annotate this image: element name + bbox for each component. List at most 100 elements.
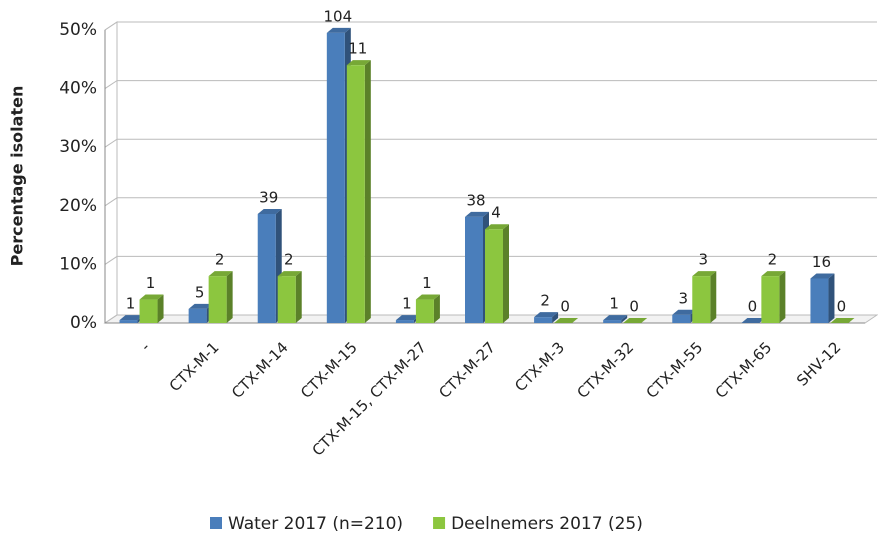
data-label: 39 xyxy=(259,189,278,207)
data-label: 1 xyxy=(609,295,619,313)
bar-side xyxy=(503,224,509,323)
bar-side xyxy=(433,294,440,323)
bar-top xyxy=(810,273,835,279)
bar-top xyxy=(395,315,420,321)
bar-top xyxy=(830,318,855,323)
x-tick-label: CTX-M-14 xyxy=(228,338,292,402)
bar-top xyxy=(277,271,302,277)
bar-top xyxy=(741,318,766,323)
bar xyxy=(139,299,158,323)
x-tick-label: CTX-M-3 xyxy=(511,338,568,395)
bar-side xyxy=(295,271,302,323)
grid-line xyxy=(104,21,877,31)
data-label: 16 xyxy=(812,253,831,271)
bar-top xyxy=(326,27,351,33)
bar-top xyxy=(672,309,697,315)
y-tick-label: 10% xyxy=(59,254,97,274)
bar-top xyxy=(346,60,371,66)
data-label: 0 xyxy=(629,298,639,316)
data-label: 2 xyxy=(540,292,550,310)
bar xyxy=(485,229,503,323)
bar xyxy=(257,214,276,323)
bar-top xyxy=(465,211,489,217)
bar-top xyxy=(139,294,164,300)
y-tick-label: 20% xyxy=(59,196,97,216)
data-label: 1 xyxy=(126,295,136,313)
y-tick-label: 0% xyxy=(70,313,97,333)
bar xyxy=(188,308,207,323)
bar xyxy=(692,276,711,323)
bar-side xyxy=(157,294,164,323)
data-label: 2 xyxy=(284,251,294,269)
bar xyxy=(465,216,483,323)
back-wall xyxy=(104,21,118,324)
data-label: 0 xyxy=(837,298,847,316)
bar-top xyxy=(485,224,509,230)
grid-line xyxy=(104,314,877,324)
data-label: 3 xyxy=(698,251,708,269)
data-label: 11 xyxy=(348,40,367,58)
x-tick-label: SHV-12 xyxy=(793,338,844,389)
bar-side xyxy=(779,271,786,323)
data-label: 1 xyxy=(402,295,412,313)
grid-line xyxy=(104,197,877,207)
data-label: 3 xyxy=(678,289,688,307)
bar-top xyxy=(119,315,144,321)
bar xyxy=(208,276,227,323)
x-tick-label: CTX-M-65 xyxy=(712,338,776,402)
y-tick-label: 40% xyxy=(59,79,97,99)
bar xyxy=(603,320,622,323)
data-label: 1 xyxy=(146,274,156,292)
data-label: 2 xyxy=(215,251,225,269)
data-label: 38 xyxy=(466,191,485,209)
x-tick-label: - xyxy=(137,338,154,355)
x-tick-label: CTX-M-27 xyxy=(435,338,499,402)
grid-line xyxy=(104,80,877,90)
bar-top xyxy=(692,271,717,277)
bar-top xyxy=(761,271,786,277)
bar-top xyxy=(257,209,282,215)
data-label: 4 xyxy=(491,204,501,222)
bar-side xyxy=(828,273,835,323)
bar xyxy=(534,317,553,323)
bar-side xyxy=(364,60,371,323)
bar xyxy=(326,32,345,324)
grid-line xyxy=(104,255,877,265)
bar xyxy=(119,320,138,323)
legend-swatch xyxy=(433,517,446,529)
legend-label: Deelnemers 2017 (25) xyxy=(451,514,643,534)
data-label: 0 xyxy=(748,298,758,316)
x-tick-label: CTX-M-55 xyxy=(643,338,707,402)
x-tick-label: CTX-M-15, CTX-M-27 xyxy=(309,338,430,459)
data-label: 104 xyxy=(323,7,352,25)
bar xyxy=(672,314,691,323)
bar xyxy=(761,276,780,323)
data-label: 2 xyxy=(768,251,778,269)
bar-top xyxy=(208,271,233,277)
x-tick-label: CTX-M-15 xyxy=(297,338,361,402)
y-axis-label: Percentage isolaten xyxy=(8,86,27,267)
legend-label: Water 2017 (n=210) xyxy=(228,514,403,534)
bar xyxy=(395,320,414,323)
bar-top xyxy=(554,318,579,323)
grid-line xyxy=(104,138,877,148)
bar-side xyxy=(226,271,233,323)
bar-top xyxy=(603,315,628,321)
y-tick-label: 30% xyxy=(59,137,97,157)
bar-top xyxy=(623,318,648,323)
bar xyxy=(415,299,434,323)
bar xyxy=(810,278,829,323)
bar-side xyxy=(710,271,717,323)
data-label: 0 xyxy=(560,298,570,316)
bar-side xyxy=(621,315,628,323)
bar-top xyxy=(415,294,440,300)
bar-top xyxy=(534,312,559,318)
data-label: 5 xyxy=(195,283,205,301)
legend-swatch xyxy=(210,517,222,529)
x-tick-label: CTX-M-32 xyxy=(574,338,638,402)
bar xyxy=(346,65,365,323)
bar-side xyxy=(552,312,559,323)
y-tick-label: 50% xyxy=(59,20,97,40)
bar xyxy=(277,276,296,323)
